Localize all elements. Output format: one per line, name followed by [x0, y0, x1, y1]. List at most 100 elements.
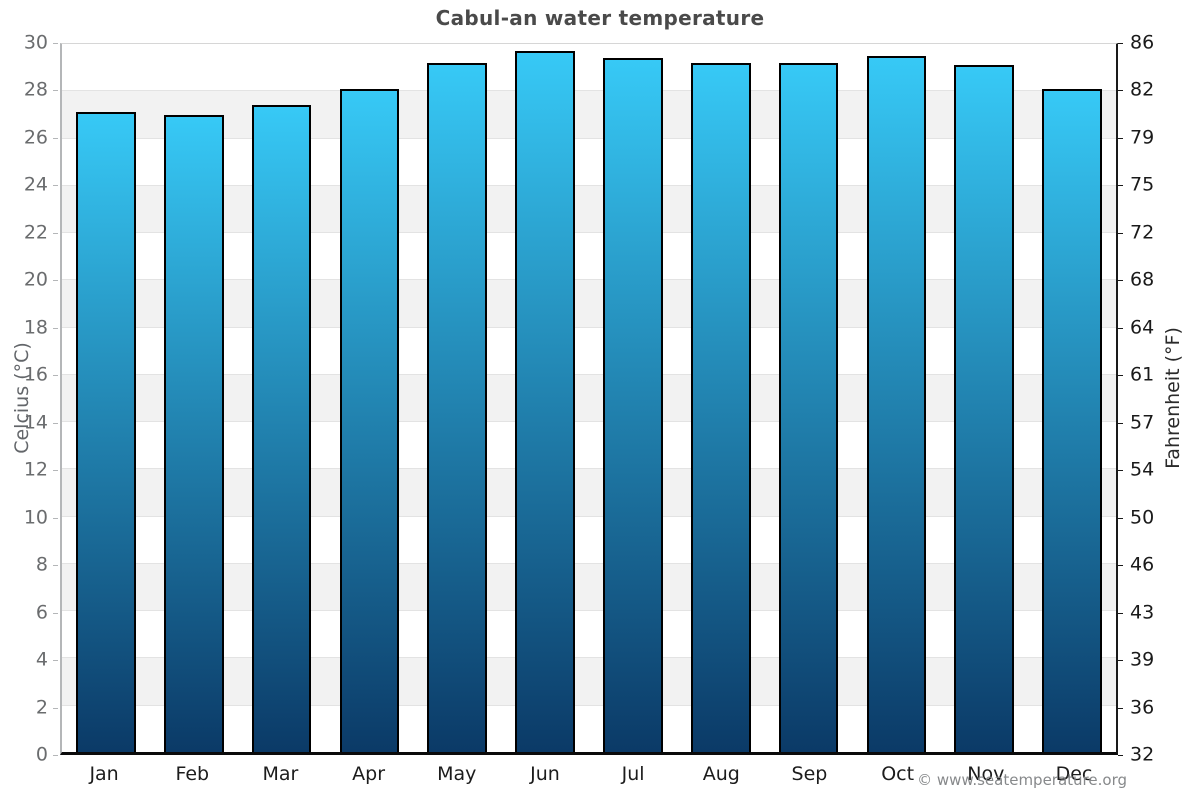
- left-tick-mark: [53, 185, 58, 187]
- right-tick-mark: [1118, 185, 1123, 187]
- celsius-tick-24: 24: [23, 173, 48, 196]
- bar-jul: [603, 58, 663, 752]
- fahrenheit-tick-54: 54: [1130, 458, 1155, 481]
- celsius-tick-18: 18: [23, 316, 48, 339]
- bar-slot-jul: [589, 44, 677, 752]
- bar-may: [427, 62, 488, 752]
- bar-apr: [339, 88, 400, 752]
- plot-band: [62, 279, 1116, 327]
- plot-area: [60, 43, 1118, 755]
- fahrenheit-tick-64: 64: [1130, 316, 1155, 339]
- left-tick-mark: [53, 517, 58, 519]
- fahrenheit-tick-61: 61: [1130, 363, 1155, 386]
- month-label-apr: Apr: [352, 763, 386, 785]
- month-label-sep: Sep: [791, 763, 828, 785]
- fahrenheit-tick-32: 32: [1130, 743, 1155, 766]
- right-tick-mark: [1118, 327, 1123, 329]
- bar-slot-apr: [325, 44, 413, 752]
- bar-slot-may: [413, 44, 501, 752]
- plot-band: [62, 137, 1116, 185]
- fahrenheit-tick-39: 39: [1130, 648, 1155, 671]
- bar-dec: [1042, 88, 1102, 752]
- bar-slot-jan: [62, 44, 150, 752]
- right-tick-mark: [1118, 612, 1123, 614]
- left-tick-mark: [53, 280, 58, 282]
- left-tick-mark: [53, 90, 58, 92]
- month-label-dec: Dec: [1055, 763, 1093, 785]
- plot-band: [62, 373, 1116, 422]
- left-tick-mark: [53, 660, 58, 662]
- bar-mar: [251, 105, 312, 752]
- right-tick-mark: [1118, 375, 1123, 377]
- month-label-mar: Mar: [262, 763, 299, 785]
- fahrenheit-tick-43: 43: [1130, 601, 1155, 624]
- left-tick-mark: [53, 707, 58, 709]
- bar-slot-nov: [940, 44, 1028, 752]
- left-tick-mark: [53, 43, 58, 44]
- credit-text: © www.seatemperature.org: [917, 771, 1127, 789]
- celsius-tick-20: 20: [23, 268, 48, 291]
- celsius-tick-16: 16: [23, 363, 48, 386]
- right-tick-mark: [1118, 137, 1123, 139]
- bar-jan: [76, 112, 136, 752]
- bar-sep: [778, 62, 839, 752]
- chart-title: Cabul-an water temperature: [435, 6, 765, 30]
- fahrenheit-tick-57: 57: [1130, 411, 1155, 434]
- left-tick-mark: [53, 422, 58, 424]
- bar-oct: [866, 55, 927, 752]
- plot-band: [62, 184, 1116, 233]
- plot-band: [62, 610, 1116, 658]
- bar-jun: [515, 51, 575, 752]
- bar-slot-aug: [677, 44, 765, 752]
- fahrenheit-tick-46: 46: [1130, 553, 1155, 576]
- right-tick-mark: [1118, 90, 1123, 92]
- left-tick-mark: [53, 755, 58, 756]
- celsius-tick-28: 28: [23, 78, 48, 101]
- bar-slot-jun: [501, 44, 589, 752]
- plot-band: [62, 44, 1116, 91]
- left-tick-mark: [53, 137, 58, 139]
- plot-band: [62, 515, 1116, 563]
- right-tick-mark: [1118, 422, 1123, 424]
- month-label-jun: Jun: [530, 763, 560, 785]
- bar-feb: [163, 114, 224, 752]
- bar-slot-mar: [238, 44, 326, 752]
- plot-band: [62, 657, 1116, 705]
- fahrenheit-tick-36: 36: [1130, 696, 1155, 719]
- right-tick-mark: [1118, 43, 1123, 44]
- bar-nov: [954, 65, 1015, 752]
- right-tick-mark: [1118, 707, 1123, 709]
- celsius-tick-8: 8: [35, 553, 48, 576]
- plot-band: [62, 421, 1116, 469]
- bar-slot-feb: [150, 44, 238, 752]
- month-labels: Jan Feb Mar Apr May Jun Jul Aug Sep Oct Nov Dec: [60, 759, 1118, 789]
- bar-slot-oct: [852, 44, 940, 752]
- celsius-tick-0: 0: [35, 743, 48, 766]
- plot-band: [62, 90, 1116, 138]
- right-tick-mark: [1118, 517, 1123, 519]
- celsius-tick-26: 26: [23, 126, 48, 149]
- plot-band: [62, 562, 1116, 611]
- month-label-jan: Jan: [89, 763, 119, 785]
- fahrenheit-tick-50: 50: [1130, 506, 1155, 529]
- left-tick-mark: [53, 470, 58, 472]
- left-tick-mark: [53, 327, 58, 329]
- fahrenheit-tick-72: 72: [1130, 221, 1155, 244]
- celsius-tick-22: 22: [23, 221, 48, 244]
- right-tick-mark: [1118, 280, 1123, 282]
- fahrenheit-tick-79: 79: [1130, 126, 1155, 149]
- celsius-tick-4: 4: [35, 648, 48, 671]
- celsius-tick-6: 6: [35, 601, 48, 624]
- left-tick-mark: [53, 565, 58, 567]
- right-tick-mark: [1118, 470, 1123, 472]
- background-bands: [62, 44, 1116, 752]
- month-label-oct: Oct: [881, 763, 915, 785]
- right-tick-mark: [1118, 565, 1123, 567]
- bar-slot-dec: [1028, 44, 1116, 752]
- month-label-aug: Aug: [702, 763, 740, 785]
- fahrenheit-tick-86: 86: [1130, 31, 1155, 54]
- plot-band: [62, 232, 1116, 280]
- plot-band: [62, 468, 1116, 516]
- right-tick-mark: [1118, 755, 1123, 756]
